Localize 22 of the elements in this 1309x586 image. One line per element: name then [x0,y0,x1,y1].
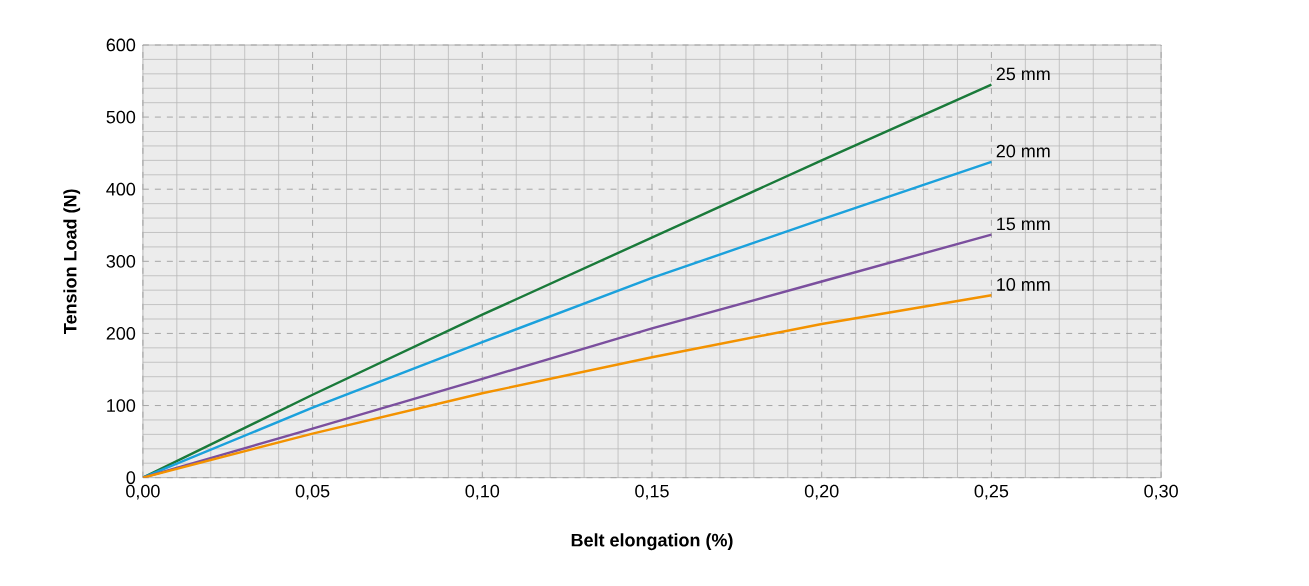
annotation: 25 mm [996,67,1050,81]
x-tick-label: 0,30 [1144,484,1178,500]
annotation: 10 mm [997,278,1050,292]
line-series [142,294,993,478]
y-tick-label: 200 [106,327,136,341]
x-tick-label: 0,00 [126,484,160,500]
y-tick-label: 400 [106,183,136,196]
y-tick-label: 0 [126,471,136,485]
annotation: 20 mm [996,144,1050,158]
x-tick-label: 0,20 [804,484,839,500]
y-tick-label: 600 [106,38,136,52]
x-tick-label: 0,15 [635,484,669,500]
y-axis-title: Tension Load (N) [63,189,81,335]
x-tick-label: 0,05 [295,484,330,500]
y-tick-label: 500 [106,110,136,124]
x-tick-label: 0,25 [974,484,1009,500]
y-tick-label: 100 [107,399,136,413]
line-series [142,160,993,478]
x-axis-title: Belt elongation (%) [571,533,733,551]
y-tick-label: 300 [106,255,136,268]
x-tick-label: 0,10 [465,484,500,500]
annotation: 15 mm [997,217,1050,231]
